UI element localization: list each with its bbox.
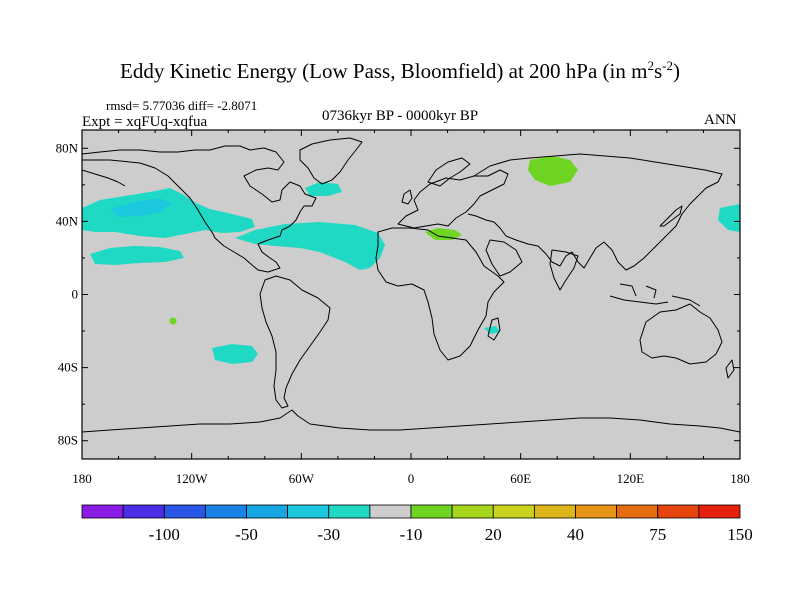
anomaly-west-pacific — [718, 204, 740, 232]
anomaly-south-pacific — [212, 344, 258, 364]
colorbar-label: -10 — [400, 525, 423, 544]
anomaly-labrador — [305, 182, 342, 196]
season-label: ANN — [704, 112, 737, 128]
colorbar-swatch — [492, 504, 535, 519]
lon-tick-label: 120E — [617, 471, 645, 486]
anomaly-siberia — [528, 156, 578, 186]
colorbar-swatch — [616, 504, 659, 519]
lon-tick-label: 60E — [510, 471, 531, 486]
anomaly-north-pacific-core — [110, 198, 172, 217]
lat-tick-label: 40N — [56, 213, 79, 228]
coastline-india — [549, 249, 579, 291]
colorbar-swatch — [533, 504, 576, 519]
coastline-north-america — [82, 145, 317, 273]
colorbar-label: -50 — [235, 525, 258, 544]
coastline-madagascar — [487, 317, 501, 341]
colorbar-label: -30 — [317, 525, 340, 544]
colorbar-swatch — [698, 504, 741, 519]
coastline-arabia — [485, 239, 523, 277]
coastline-africa — [375, 227, 505, 361]
lat-tick-label: 0 — [72, 287, 79, 302]
coastline-south-america — [259, 275, 331, 409]
map-background — [82, 130, 740, 459]
axis-ticks — [81, 130, 741, 459]
anomaly-regions — [82, 156, 740, 364]
lat-tick-label: 80S — [58, 433, 78, 448]
coastline-new-zealand — [725, 359, 735, 379]
coastline-british-isles — [401, 189, 413, 205]
colorbar-swatch — [163, 504, 206, 519]
anomaly-north-atlantic — [235, 222, 385, 270]
coastline-alaska — [82, 169, 126, 187]
anomaly-pacific-spot — [169, 317, 177, 325]
colorbar-swatch — [81, 504, 124, 519]
colorbar-swatch — [246, 504, 289, 519]
colorbar-swatch — [369, 504, 412, 519]
colorbar-swatch — [657, 504, 700, 519]
colorbar-label: 75 — [649, 525, 666, 544]
rmsd-diff-stats: rmsd= 5.77036 diff= -2.8071 — [106, 98, 258, 113]
lon-tick-label: 60W — [289, 471, 315, 486]
coastline-greenland — [299, 137, 363, 185]
lat-tick-label: 80N — [56, 140, 79, 155]
colorbar-swatch — [451, 504, 494, 519]
lat-tick-label: 40S — [58, 360, 78, 375]
colorbar-label: 40 — [567, 525, 584, 544]
coastline-antarctica — [82, 409, 740, 433]
colorbar-swatch — [575, 504, 618, 519]
colorbar-swatch — [204, 504, 247, 519]
anomaly-north-pacific — [82, 188, 255, 238]
coastlines — [82, 137, 740, 433]
lon-tick-label: 120W — [176, 471, 209, 486]
coastline-australia — [639, 303, 723, 365]
experiment-label: Expt = xqFUq-xqfua — [82, 114, 208, 130]
lon-tick-label: 180 — [72, 471, 92, 486]
colorbar-label: -100 — [149, 525, 180, 544]
time-period-label: 0736kyr BP - 0000kyr BP — [322, 108, 479, 124]
anomaly-subtropical-pacific — [90, 246, 184, 265]
colorbar-swatch — [410, 504, 453, 519]
coastline-asia — [467, 153, 723, 271]
colorbar: -100 -50 -30 -10 20 40 75 150 — [81, 504, 753, 544]
coastline-japan — [659, 205, 683, 227]
colorbar-swatch — [122, 504, 165, 519]
coastline-scandinavia — [427, 157, 471, 187]
coastline-europe — [397, 169, 509, 229]
lon-tick-label: 180 — [730, 471, 750, 486]
coastline-indonesia — [609, 283, 701, 307]
lon-tick-label: 0 — [408, 471, 415, 486]
colorbar-swatch — [287, 504, 330, 519]
colorbar-swatch — [328, 504, 371, 519]
colorbar-label: 20 — [485, 525, 502, 544]
axis-labels: 80N 40N 0 40S 80S 180 120W 60W 0 60E 120E 180 — [56, 140, 750, 486]
colorbar-label: 150 — [727, 525, 753, 544]
map-title: Eddy Kinetic Energy (Low Pass, Bloomfiel… — [120, 58, 680, 83]
anomaly-mediterranean — [425, 228, 462, 240]
anomaly-madagascar — [484, 326, 500, 334]
